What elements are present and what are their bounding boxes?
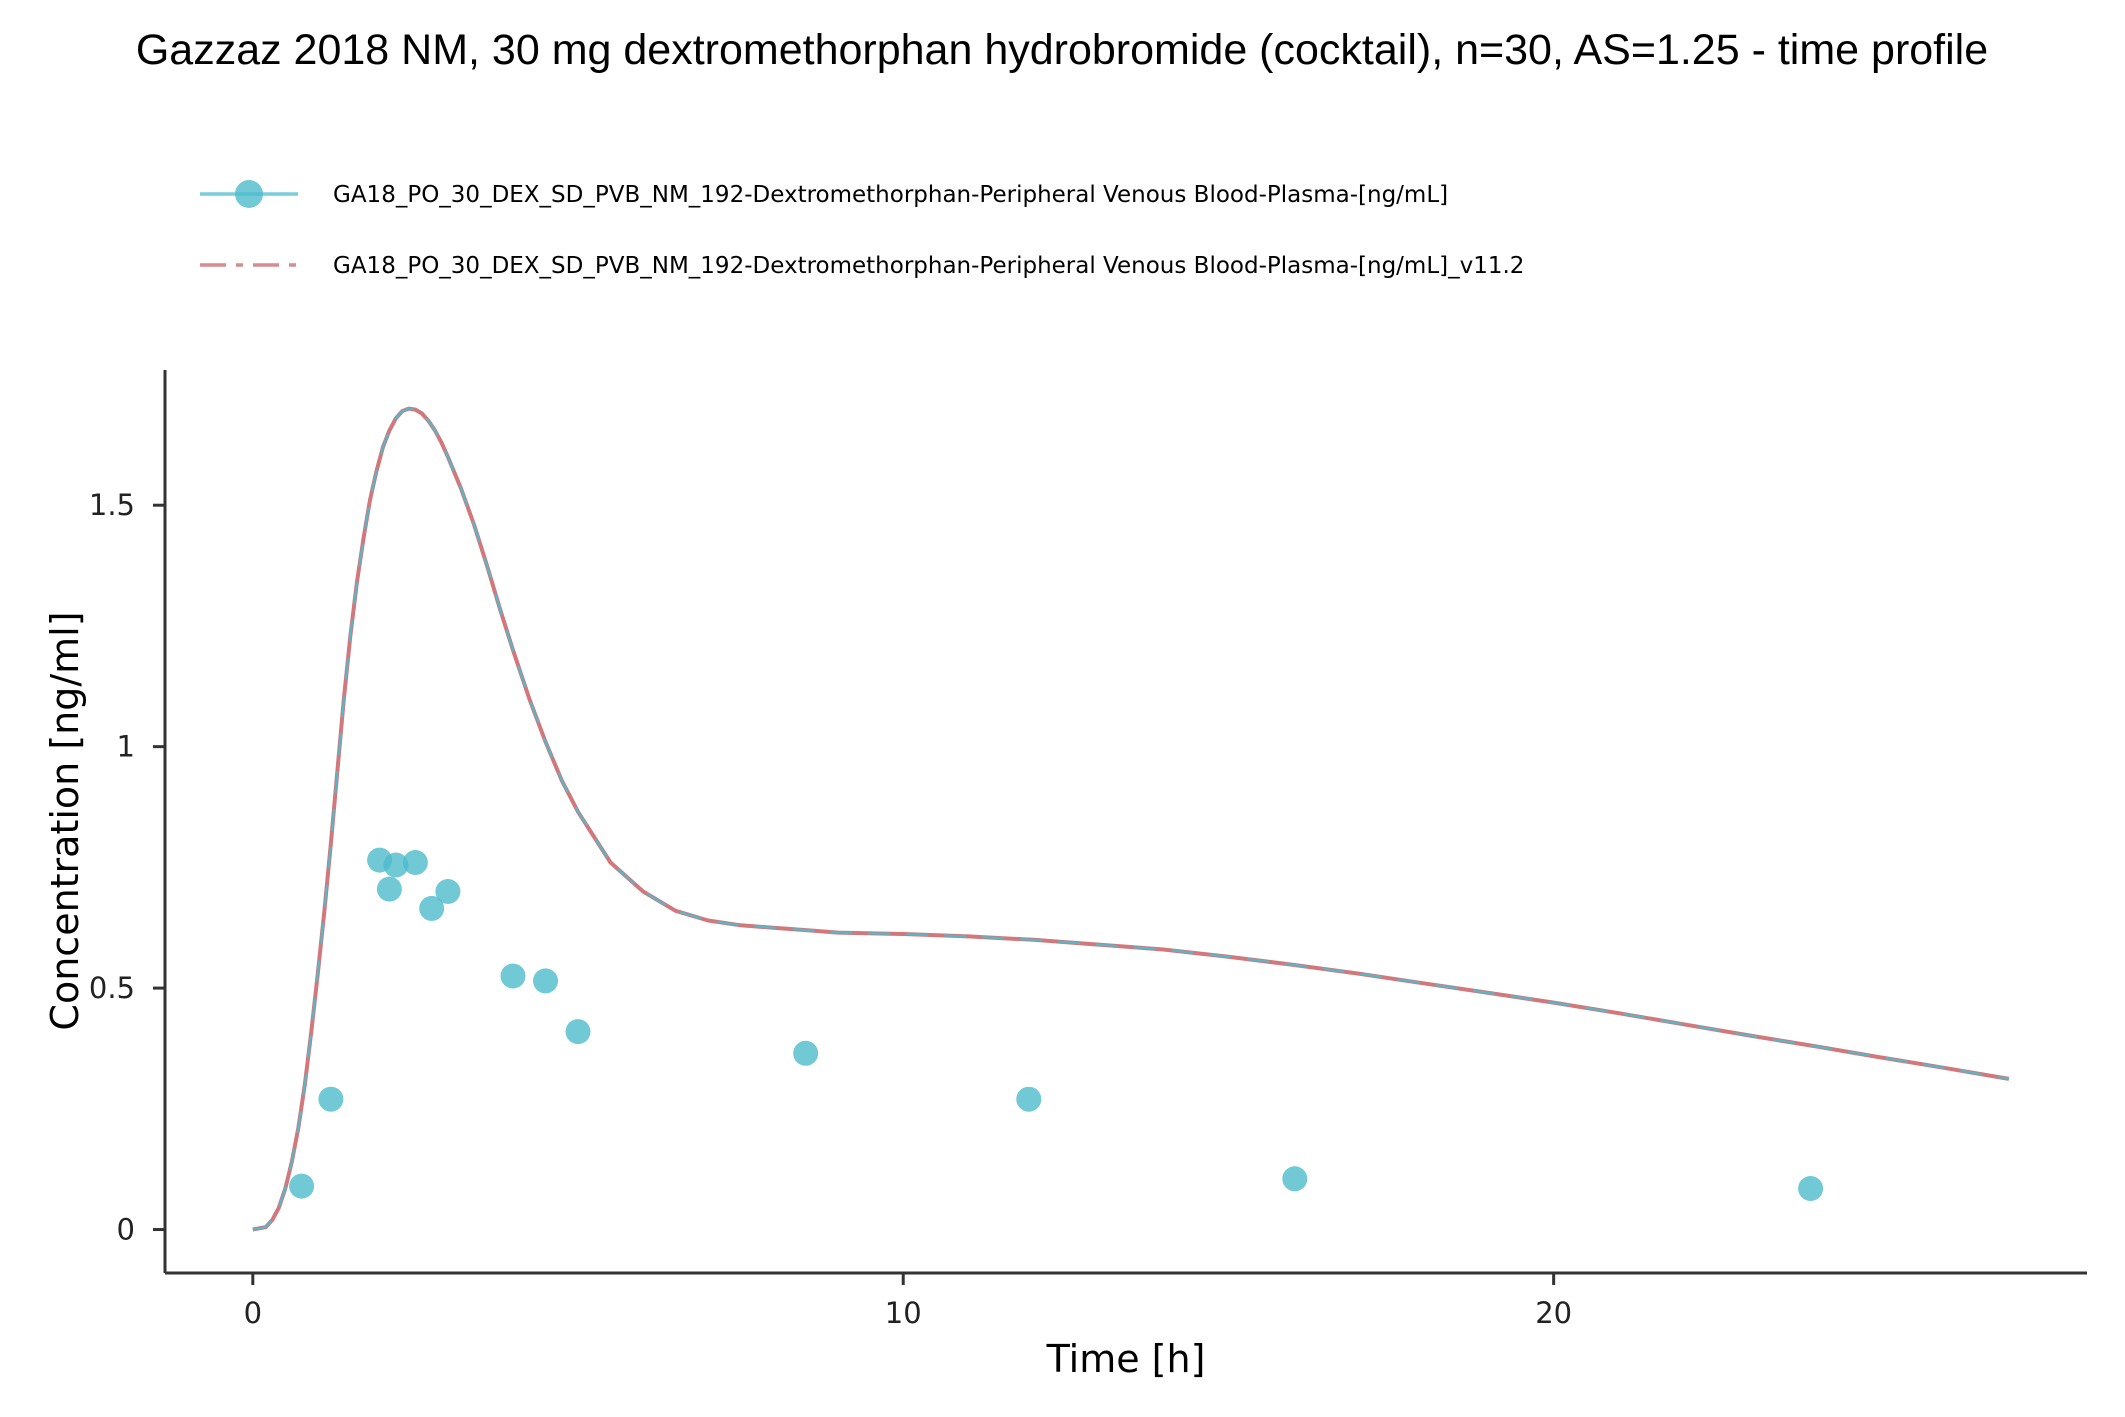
observed-point — [318, 1086, 344, 1112]
observed-series — [289, 847, 1824, 1201]
observed-point — [1798, 1176, 1824, 1201]
observed-point — [793, 1040, 819, 1066]
legend-observed-marker — [235, 180, 263, 208]
simulated-series — [252, 406, 2010, 1232]
observed-point — [289, 1173, 315, 1199]
simulated-curve — [252, 406, 2010, 1232]
observed-point — [565, 1019, 591, 1045]
plot-area — [252, 406, 2010, 1232]
y-tick-label: 0.5 — [89, 971, 135, 1005]
legend-item-simulated: GA18_PO_30_DEX_SD_PVB_NM_192-Dextrometho… — [200, 253, 1524, 279]
x-axis-title: Time [h] — [1046, 1337, 1206, 1381]
simulated-curve-overlay — [252, 407, 2010, 1231]
observed-point — [533, 968, 558, 994]
y-ticks: 0 0.5 1 1.5 — [89, 488, 165, 1247]
x-tick-label: 0 — [244, 1296, 262, 1330]
legend-simulated-label: GA18_PO_30_DEX_SD_PVB_NM_192-Dextrometho… — [333, 253, 1524, 279]
x-axis: 0 10 20 — [165, 1271, 2087, 1330]
observed-point — [419, 895, 445, 921]
observed-point — [376, 876, 402, 902]
chart-title: Gazzaz 2018 NM, 30 mg dextromethorphan h… — [136, 26, 1988, 74]
x-tick-label: 10 — [885, 1296, 922, 1330]
y-axis: 0 0.5 1 1.5 — [89, 370, 167, 1273]
x-ticks: 0 10 20 — [244, 1273, 1572, 1330]
legend: GA18_PO_30_DEX_SD_PVB_NM_192-Dextrometho… — [200, 180, 1524, 279]
y-axis-title: Concentration [ng/ml] — [43, 611, 87, 1030]
legend-item-observed: GA18_PO_30_DEX_SD_PVB_NM_192-Dextrometho… — [200, 180, 1448, 208]
observed-point — [500, 963, 526, 989]
y-tick-label: 1.5 — [89, 488, 135, 522]
observed-point — [383, 852, 409, 878]
x-tick-label: 20 — [1535, 1296, 1572, 1330]
observed-point — [435, 879, 461, 904]
y-tick-label: 0 — [117, 1213, 135, 1247]
observed-point — [1016, 1086, 1042, 1112]
observed-point — [1282, 1166, 1308, 1192]
observed-point — [402, 850, 428, 875]
y-tick-label: 1 — [117, 730, 135, 764]
legend-observed-label: GA18_PO_30_DEX_SD_PVB_NM_192-Dextrometho… — [333, 182, 1448, 208]
